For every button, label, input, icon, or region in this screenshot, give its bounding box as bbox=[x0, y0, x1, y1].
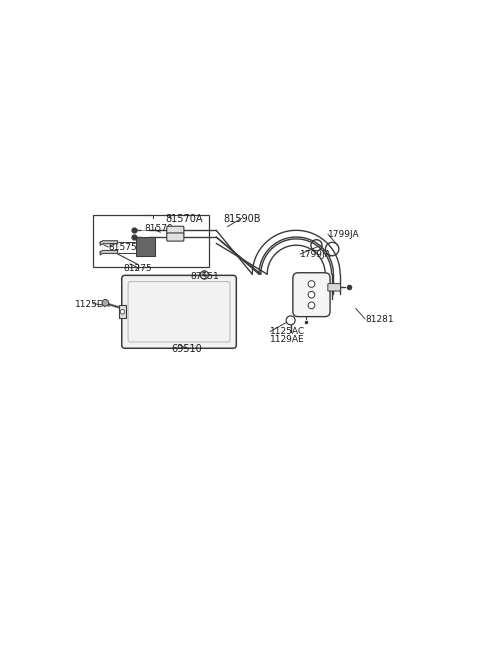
Text: 1129AE: 1129AE bbox=[270, 335, 305, 344]
Circle shape bbox=[308, 291, 315, 298]
FancyBboxPatch shape bbox=[328, 284, 340, 291]
Text: 81590B: 81590B bbox=[224, 214, 261, 224]
Text: 1125AC: 1125AC bbox=[270, 328, 305, 337]
Text: 69510: 69510 bbox=[171, 345, 202, 354]
Text: 81570: 81570 bbox=[144, 224, 173, 233]
Circle shape bbox=[308, 302, 315, 309]
Bar bbox=[119, 305, 126, 318]
Text: 1799JA: 1799JA bbox=[300, 250, 332, 259]
FancyBboxPatch shape bbox=[293, 272, 330, 316]
Text: 81570A: 81570A bbox=[166, 214, 204, 224]
Text: 87551: 87551 bbox=[191, 272, 219, 281]
Text: 1125DA: 1125DA bbox=[75, 300, 110, 309]
Circle shape bbox=[120, 310, 125, 314]
Text: 81275: 81275 bbox=[124, 264, 153, 273]
Text: 81281: 81281 bbox=[365, 315, 394, 324]
FancyBboxPatch shape bbox=[167, 226, 184, 234]
Text: 81575: 81575 bbox=[108, 242, 137, 252]
Polygon shape bbox=[100, 241, 118, 245]
Bar bbox=[136, 237, 155, 256]
FancyBboxPatch shape bbox=[122, 275, 236, 348]
Circle shape bbox=[308, 280, 315, 288]
Circle shape bbox=[102, 299, 109, 307]
Text: 1799JA: 1799JA bbox=[328, 231, 360, 239]
FancyBboxPatch shape bbox=[167, 233, 184, 241]
Polygon shape bbox=[100, 250, 118, 255]
Bar bbox=[94, 215, 209, 267]
